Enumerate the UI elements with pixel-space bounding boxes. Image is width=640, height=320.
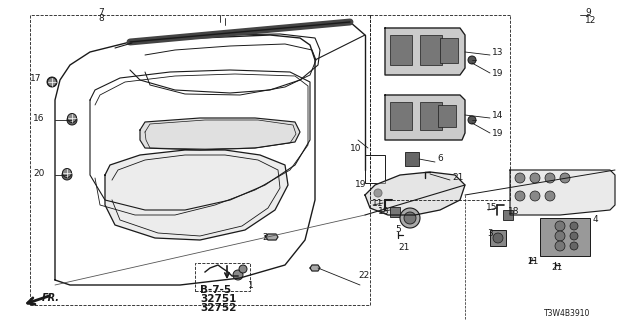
Text: 14: 14 bbox=[492, 110, 504, 119]
Bar bbox=[390, 102, 412, 130]
Text: 12: 12 bbox=[585, 15, 596, 25]
Text: FR.: FR. bbox=[42, 293, 60, 303]
Circle shape bbox=[515, 191, 525, 201]
Text: 19: 19 bbox=[492, 129, 504, 138]
Text: 16: 16 bbox=[33, 114, 45, 123]
Text: 21: 21 bbox=[551, 263, 563, 273]
Polygon shape bbox=[385, 95, 465, 140]
Text: 4: 4 bbox=[593, 215, 598, 225]
Circle shape bbox=[67, 114, 77, 123]
Bar bbox=[420, 102, 442, 130]
Polygon shape bbox=[510, 170, 615, 215]
Polygon shape bbox=[265, 234, 278, 240]
Bar bbox=[405, 152, 419, 166]
Text: 1: 1 bbox=[248, 281, 253, 290]
Polygon shape bbox=[365, 172, 465, 215]
Text: 9: 9 bbox=[585, 7, 591, 17]
Circle shape bbox=[404, 212, 416, 224]
Circle shape bbox=[570, 232, 578, 240]
Text: 7: 7 bbox=[98, 7, 104, 17]
Text: 21: 21 bbox=[452, 172, 463, 181]
Bar bbox=[365, 155, 385, 183]
Bar bbox=[390, 207, 400, 217]
Bar bbox=[420, 35, 442, 65]
Text: 19: 19 bbox=[355, 180, 367, 188]
Circle shape bbox=[400, 208, 420, 228]
Bar bbox=[438, 105, 456, 127]
Circle shape bbox=[233, 270, 243, 280]
Circle shape bbox=[63, 169, 72, 178]
Circle shape bbox=[545, 191, 555, 201]
Circle shape bbox=[530, 173, 540, 183]
Circle shape bbox=[555, 241, 565, 251]
Polygon shape bbox=[140, 118, 300, 150]
Text: 11: 11 bbox=[372, 198, 383, 207]
Text: 19: 19 bbox=[492, 68, 504, 77]
Text: 17: 17 bbox=[30, 74, 42, 83]
Circle shape bbox=[67, 115, 77, 125]
Circle shape bbox=[47, 77, 57, 87]
Bar bbox=[195, 263, 250, 291]
Circle shape bbox=[570, 242, 578, 250]
Polygon shape bbox=[310, 265, 320, 271]
Circle shape bbox=[555, 231, 565, 241]
Circle shape bbox=[545, 173, 555, 183]
Bar bbox=[490, 230, 506, 246]
Circle shape bbox=[555, 221, 565, 231]
Text: 18: 18 bbox=[508, 207, 520, 217]
Circle shape bbox=[570, 222, 578, 230]
Circle shape bbox=[560, 173, 570, 183]
Text: 32751: 32751 bbox=[200, 294, 236, 304]
Circle shape bbox=[374, 189, 382, 197]
Text: 32752: 32752 bbox=[200, 303, 236, 313]
Text: 18: 18 bbox=[378, 207, 390, 217]
Circle shape bbox=[47, 77, 56, 86]
Bar bbox=[503, 210, 513, 220]
Text: 3: 3 bbox=[487, 228, 493, 237]
Text: 13: 13 bbox=[492, 47, 504, 57]
Circle shape bbox=[530, 191, 540, 201]
Circle shape bbox=[468, 116, 476, 124]
Circle shape bbox=[468, 56, 476, 64]
Circle shape bbox=[515, 173, 525, 183]
Text: 8: 8 bbox=[98, 13, 104, 22]
Polygon shape bbox=[385, 28, 465, 75]
Polygon shape bbox=[105, 150, 288, 240]
Bar bbox=[390, 35, 412, 65]
Text: 20: 20 bbox=[33, 169, 44, 178]
Text: 5: 5 bbox=[395, 226, 401, 235]
Text: 2: 2 bbox=[262, 234, 268, 243]
Text: 15: 15 bbox=[486, 204, 497, 212]
Circle shape bbox=[62, 170, 72, 180]
Text: 10: 10 bbox=[350, 143, 362, 153]
Circle shape bbox=[493, 233, 503, 243]
Text: 21: 21 bbox=[398, 244, 410, 252]
Circle shape bbox=[239, 265, 247, 273]
Text: 21: 21 bbox=[527, 258, 538, 267]
Bar bbox=[540, 218, 590, 256]
Text: T3W4B3910: T3W4B3910 bbox=[543, 309, 590, 318]
Text: 6: 6 bbox=[437, 154, 443, 163]
Text: B-7-5: B-7-5 bbox=[200, 285, 231, 295]
Bar bbox=[440, 38, 458, 63]
Text: 22: 22 bbox=[358, 270, 369, 279]
